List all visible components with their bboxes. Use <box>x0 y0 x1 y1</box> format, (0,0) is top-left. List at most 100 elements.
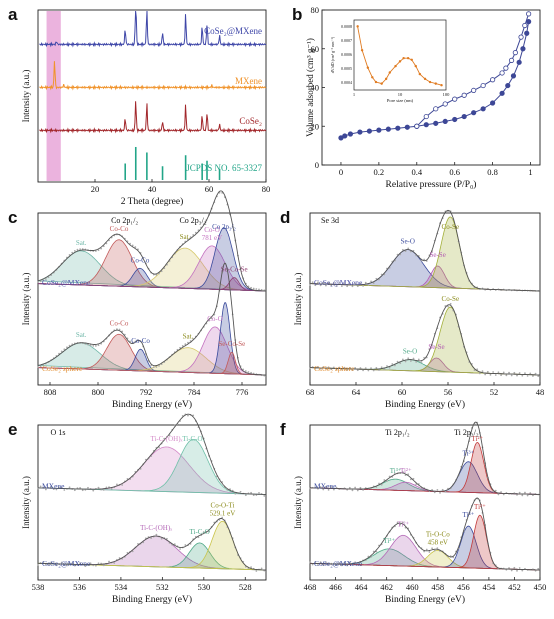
raw-data-point <box>319 284 322 287</box>
y-axis-label: Intensity (a.u.) <box>293 476 303 529</box>
data-point <box>490 100 496 106</box>
raw-data-point <box>155 533 158 536</box>
inset-frame <box>353 19 447 91</box>
raw-data-point <box>348 561 351 564</box>
raw-data-point <box>367 284 370 286</box>
raw-data-point <box>486 370 489 373</box>
peak-label: Se-Se <box>429 251 445 259</box>
raw-data-point <box>73 489 76 492</box>
x-tick-label: 0.4 <box>411 167 422 177</box>
y-tick-label: 40 <box>311 83 320 93</box>
inset-point <box>406 56 410 60</box>
raw-data-point <box>87 486 89 489</box>
inset-point <box>374 80 378 84</box>
raw-data-point <box>399 362 402 365</box>
header-label: Ti 2p₃/₂ <box>454 428 479 437</box>
raw-data-point <box>502 493 505 496</box>
raw-data-point <box>47 276 50 279</box>
raw-data-point <box>391 363 394 365</box>
data-point <box>522 22 528 29</box>
peak-label-energy: 458 eV <box>428 538 448 546</box>
x-tick-label: 0 <box>339 167 343 177</box>
raw-data-point <box>404 250 407 252</box>
raw-data-point <box>370 367 372 370</box>
raw-data-point <box>322 564 325 566</box>
raw-data-point <box>378 369 380 372</box>
raw-data-point <box>332 281 335 284</box>
raw-data-point <box>189 236 192 238</box>
raw-data-point <box>187 414 189 417</box>
raw-data-point <box>508 567 510 569</box>
data-point <box>376 127 382 133</box>
x-tick-label: 56 <box>444 387 453 397</box>
data-point <box>520 46 526 52</box>
raw-data-point <box>359 486 362 489</box>
raw-data-point <box>516 374 518 377</box>
x-tick-label: 468 <box>304 582 317 592</box>
x-tick-label: 52 <box>490 387 499 397</box>
inset-y-tick-label: 0.0007 <box>341 38 352 43</box>
raw-data-point <box>338 282 341 284</box>
panel-e: e 538 536 534 532 530 528 Binding Energy (eV) In… <box>8 413 267 605</box>
raw-data-point <box>484 373 487 376</box>
x-tick-label: 800 <box>92 387 105 397</box>
inset-point <box>380 82 383 85</box>
plot-frame <box>309 424 541 581</box>
raw-data-point <box>97 486 100 489</box>
raw-data-point <box>97 344 100 347</box>
raw-data-point <box>158 364 160 367</box>
raw-data-point <box>444 490 447 493</box>
raw-data-point <box>396 521 399 524</box>
raw-data-point <box>340 285 343 287</box>
raw-data-point <box>383 479 386 481</box>
raw-data-point <box>118 557 121 559</box>
raw-data-point <box>252 494 255 497</box>
raw-data-point <box>447 305 449 308</box>
fit-envelope <box>310 421 540 495</box>
data-point <box>471 87 477 94</box>
raw-data-point <box>526 494 529 497</box>
raw-data-point <box>244 370 247 372</box>
inset-x-tick-label: 1 <box>353 92 355 97</box>
raw-data-point <box>492 371 495 373</box>
data-point <box>442 101 448 107</box>
raw-data-point <box>319 561 322 564</box>
raw-data-point <box>94 345 97 347</box>
x-tick-label: 460 <box>406 582 419 592</box>
peak-label: Ti-C-Oₓ <box>182 435 205 443</box>
fit-envelope <box>37 190 266 292</box>
raw-data-point <box>234 492 237 495</box>
x-tick-label: 792 <box>140 387 153 397</box>
raw-data-point <box>60 561 63 564</box>
raw-data-point <box>420 361 423 363</box>
raw-data-point <box>412 477 415 480</box>
x-axis-label: Binding Energy (eV) <box>385 399 465 410</box>
raw-data-point <box>436 547 439 550</box>
raw-data-point <box>529 492 532 494</box>
raw-data-point <box>63 348 66 351</box>
x-tick-label: 454 <box>483 582 497 592</box>
raw-data-point <box>263 495 266 497</box>
y-tick-label: 80 <box>311 5 320 15</box>
peak-label: Se-Co-Se <box>218 340 245 348</box>
header-label: Co 2p₁/₂ <box>111 216 138 225</box>
raw-data-point <box>258 288 260 291</box>
raw-data-point <box>55 564 58 567</box>
raw-data-point <box>244 494 247 497</box>
fit-envelope <box>310 497 540 571</box>
inset-y-tick-label: 0.0006 <box>341 52 352 57</box>
x-tick-label: 534 <box>115 582 129 592</box>
raw-data-point <box>417 358 420 361</box>
raw-data-point <box>63 489 66 491</box>
raw-data-point <box>364 281 367 284</box>
series-line <box>39 101 267 134</box>
peak-label: Se-Co-Se <box>221 266 248 274</box>
x-tick-label: 68 <box>306 387 315 397</box>
raw-data-point <box>319 486 322 488</box>
raw-data-point <box>378 278 380 281</box>
inset-point <box>410 58 413 61</box>
peak-label: Co-Co <box>110 319 129 327</box>
panel-c: c 808 800 792 784 776 Binding Energy (eV) Inten… <box>8 190 267 410</box>
raw-data-point <box>221 516 224 519</box>
inset-x-tick-label: 10 <box>398 92 403 97</box>
